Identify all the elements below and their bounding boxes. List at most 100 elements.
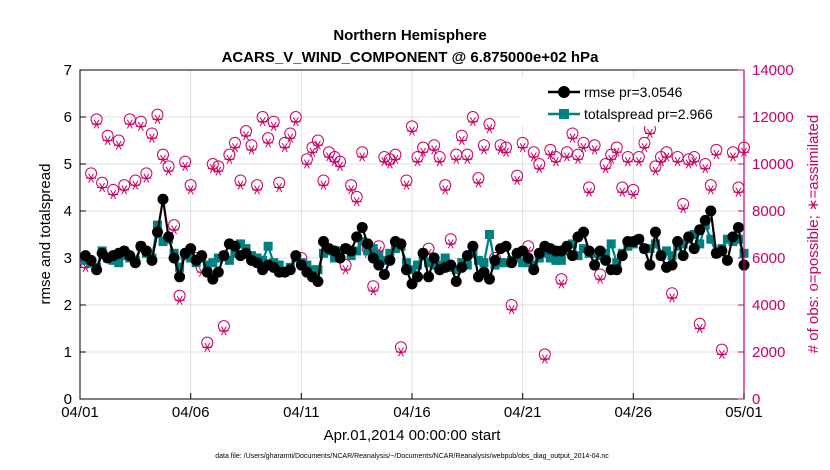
obs-assimilated-marker	[152, 114, 163, 124]
rmse-marker	[229, 240, 241, 252]
obs-assimilated-marker	[683, 159, 694, 169]
totalspread-marker	[662, 246, 672, 256]
totalspread-marker	[473, 255, 483, 265]
totalspread-marker	[235, 239, 245, 249]
obs-assimilated-marker	[135, 121, 146, 131]
x-axis-label: Apr.01,2014 00:00:00 start	[324, 427, 502, 444]
totalspread-marker	[706, 234, 716, 244]
legend-rmse-marker	[558, 86, 570, 98]
totalspread-marker	[208, 258, 218, 268]
totalspread-marker	[440, 253, 450, 263]
obs-assimilated-marker	[506, 305, 517, 315]
obs-assimilated-marker	[119, 185, 130, 195]
totalspread-marker	[213, 253, 223, 263]
rmse-marker	[644, 259, 656, 271]
y-left-tick-label: 7	[64, 62, 72, 79]
obs-assimilated-marker	[478, 145, 489, 155]
obs-assimilated-marker	[573, 154, 583, 164]
obs-assimilated-marker	[346, 185, 357, 195]
rmse-marker	[168, 252, 180, 264]
totalspread-marker	[722, 234, 732, 244]
rmse-marker	[284, 264, 296, 276]
rmse-marker	[638, 243, 650, 255]
obs-assimilated-marker	[412, 157, 423, 167]
obs-assimilated-marker	[705, 185, 716, 195]
totalspread-marker	[258, 255, 268, 265]
totalspread-marker	[689, 230, 699, 239]
obs-assimilated-marker	[235, 180, 246, 190]
totalspread-marker	[390, 244, 400, 254]
obs-assimilated-marker	[628, 189, 639, 200]
obs-assimilated-marker	[357, 152, 368, 162]
left-y-axis-ticks: 0 1 2 3 4 5 6 7	[64, 62, 86, 408]
rmse-marker	[185, 243, 197, 255]
right-y-axis-ticks: 0 2000 4000 6000 8000 10000 12000 14000	[738, 62, 794, 408]
rmse-marker	[378, 268, 390, 280]
totalspread-marker	[612, 258, 622, 268]
obs-assimilated-marker	[97, 182, 108, 193]
totalspread-marker	[385, 248, 395, 258]
totalspread-marker	[175, 262, 185, 272]
obs-assimilated-marker	[561, 152, 572, 162]
rmse-marker	[384, 254, 396, 266]
rmse-marker	[351, 231, 363, 243]
totalspread-marker	[484, 230, 494, 239]
totalspread-marker	[186, 253, 196, 263]
obs-assimilated-marker	[390, 154, 401, 164]
obs-assimilated-marker	[473, 178, 484, 188]
obs-assimilated-marker	[257, 117, 268, 127]
rmse-marker	[688, 243, 700, 255]
obs-assimilated-marker	[727, 152, 738, 162]
rmse-marker	[373, 259, 385, 271]
totalspread-marker	[313, 265, 323, 275]
obs-assimilated-marker	[418, 147, 429, 157]
obs-assimilated-marker	[539, 354, 550, 364]
rmse-marker	[672, 236, 684, 248]
obs-assimilated-marker	[622, 157, 633, 167]
obs-assimilated-marker	[434, 157, 445, 167]
totalspread-marker	[556, 255, 566, 265]
rmse-marker	[146, 254, 158, 266]
obs-assimilated-marker	[329, 157, 340, 167]
obs-assimilated-marker	[229, 142, 240, 153]
left-y-axis-label: rmse and totalspread	[37, 164, 54, 305]
obs-assimilated-marker	[379, 157, 390, 167]
rmse-marker	[732, 221, 744, 233]
obs-assimilated-marker	[312, 140, 323, 150]
rmse-marker	[356, 221, 368, 233]
rmse-marker	[450, 276, 462, 287]
x-tick-label: 04/06	[172, 404, 210, 421]
totalspread-marker	[413, 260, 423, 270]
x-tick-label: 04/21	[504, 404, 542, 421]
legend: rmse pr=3.0546 totalspread pr=2.966	[520, 78, 738, 126]
data-file-note: data file: /Users/gharamti/Documents/NCA…	[215, 453, 609, 460]
obs-assimilated-marker	[113, 140, 124, 150]
obs-assimilated-marker	[700, 164, 711, 174]
rmse-marker	[85, 254, 97, 266]
obs-assimilated-marker	[174, 295, 185, 305]
obs-assimilated-marker	[650, 166, 661, 176]
obs-assimilated-marker	[550, 157, 561, 167]
rmse-marker	[506, 257, 518, 269]
rmse-marker	[649, 226, 661, 238]
obs-assimilated-marker	[672, 157, 683, 167]
obs-assimilated-marker	[589, 145, 600, 155]
totalspread-marker	[429, 260, 439, 270]
obs-assimilated-marker	[733, 187, 744, 197]
rmse-marker	[140, 245, 152, 257]
rmse-marker	[461, 250, 473, 262]
obs-assimilated-marker	[517, 142, 528, 153]
obs-assimilated-marker	[656, 157, 666, 167]
obs-assimilated-marker	[534, 164, 545, 174]
obs-assimilated-marker	[600, 164, 611, 174]
totalspread-marker	[579, 244, 589, 254]
x-tick-label: 04/16	[393, 404, 431, 421]
obs-assimilated-marker	[429, 145, 440, 155]
rmse-marker	[345, 245, 357, 257]
totalspread-marker	[274, 260, 284, 270]
rmse-marker	[528, 264, 540, 276]
totalspread-marker	[152, 220, 162, 230]
obs-assimilated-marker	[102, 135, 113, 146]
obs-assimilated-marker	[335, 161, 346, 171]
obs-assimilated-marker	[246, 145, 257, 155]
